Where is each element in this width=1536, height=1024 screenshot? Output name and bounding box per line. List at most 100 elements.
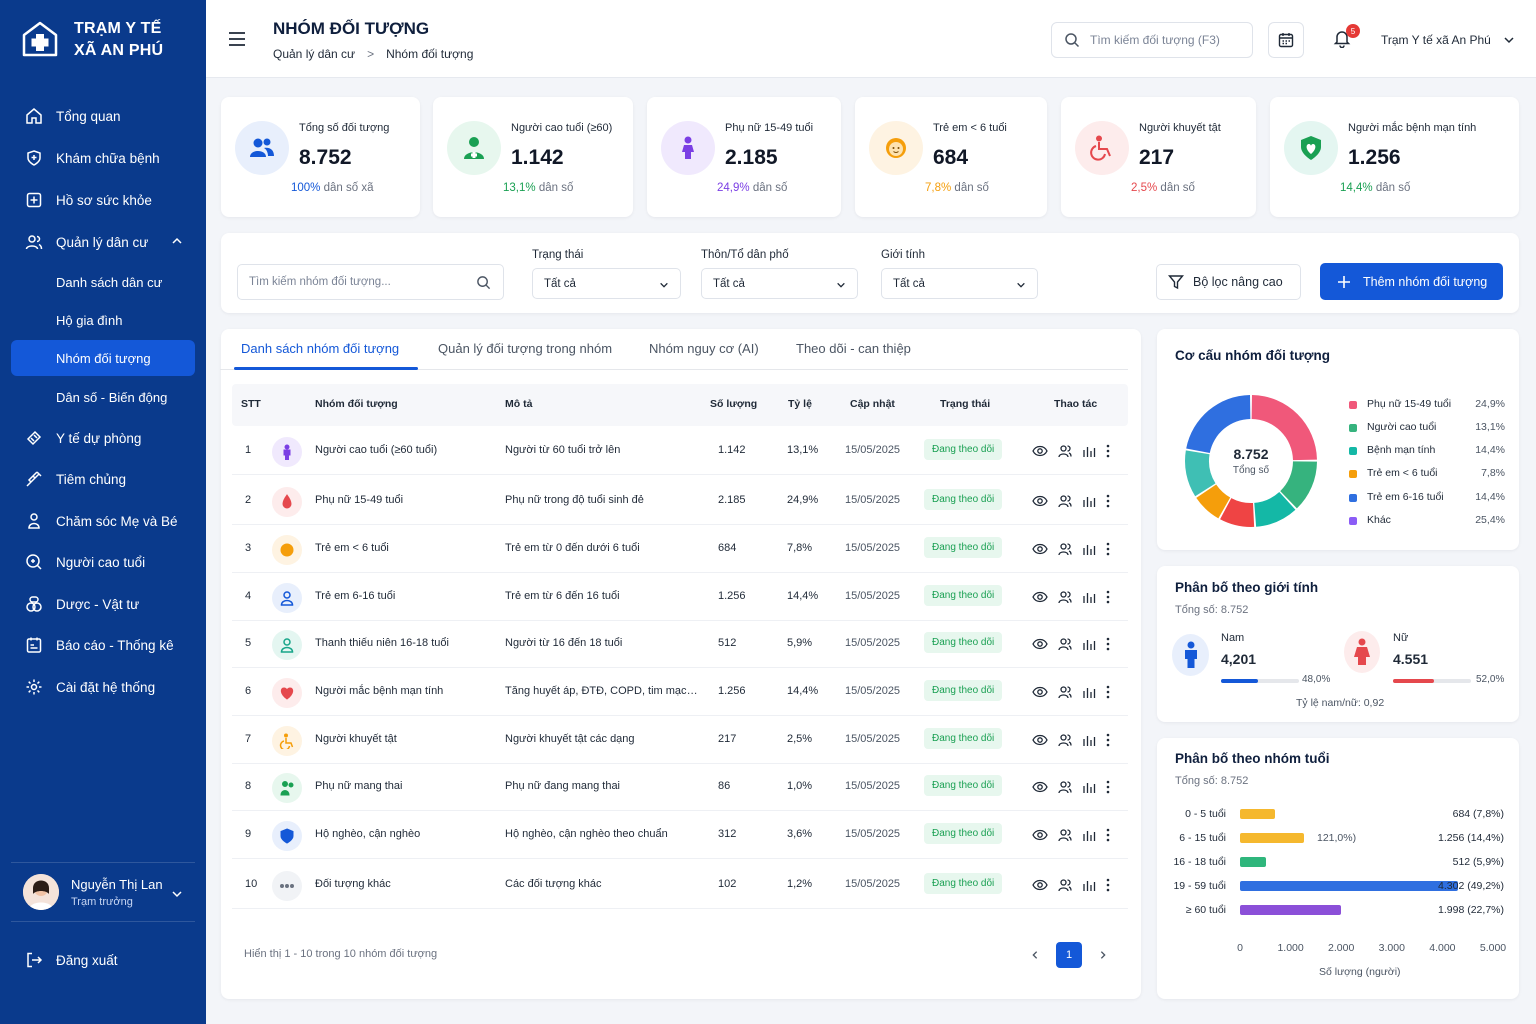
nav-item-health-record[interactable]: Hồ sơ sức khỏe	[11, 182, 195, 218]
table-row[interactable]: 7 Người khuyết tật Người khuyết tật các dạ…	[232, 716, 1128, 764]
more-vertical-icon[interactable]	[1106, 494, 1110, 508]
users-icon[interactable]	[1058, 733, 1072, 747]
more-vertical-icon[interactable]	[1106, 590, 1110, 604]
stat-card-children[interactable]: Trẻ em < 6 tuổi 684 7,8% dân số	[855, 97, 1047, 217]
eye-icon[interactable]	[1032, 878, 1048, 892]
bar-chart-icon[interactable]	[1082, 637, 1096, 651]
nav-item-vaccination[interactable]: Tiêm chủng	[11, 461, 195, 497]
bar-chart-icon[interactable]	[1082, 828, 1096, 842]
nav-item-reports[interactable]: Báo cáo - Thống kê	[11, 627, 195, 663]
bar-chart-icon[interactable]	[1082, 878, 1096, 892]
nav-item-mother-baby[interactable]: Chăm sóc Mẹ và Bé	[11, 503, 195, 539]
calendar-button[interactable]	[1268, 22, 1304, 58]
prev-page-button[interactable]	[1022, 942, 1048, 968]
tab-risk-groups-ai[interactable]: Nhóm nguy cơ (AI)	[649, 341, 759, 356]
more-vertical-icon[interactable]	[1106, 780, 1110, 794]
cell-rate: 1,2%	[787, 878, 813, 890]
eye-icon[interactable]	[1032, 494, 1048, 508]
nav-item-settings[interactable]: Cài đặt hệ thống	[11, 669, 195, 705]
active-tab-indicator	[234, 367, 418, 370]
area-filter-select[interactable]: Tất cả	[701, 268, 858, 299]
logout-button[interactable]: Đăng xuất	[11, 942, 195, 978]
bar-chart-icon[interactable]	[1082, 590, 1096, 604]
eye-icon[interactable]	[1032, 444, 1048, 458]
table-row[interactable]: 4 Trẻ em 6-16 tuổi Trẻ em từ 6 đến 16 tuổi…	[232, 573, 1128, 621]
users-icon[interactable]	[1058, 878, 1072, 892]
nav-item-examination[interactable]: Khám chữa bệnh	[11, 140, 195, 176]
tab-group-members[interactable]: Quản lý đối tượng trong nhóm	[438, 341, 613, 356]
eye-icon[interactable]	[1032, 828, 1048, 842]
cell-description: Trẻ em từ 6 đến 16 tuổi	[505, 590, 620, 602]
eye-icon[interactable]	[1032, 685, 1048, 699]
page-button-current[interactable]: 1	[1056, 942, 1082, 968]
eye-icon[interactable]	[1032, 542, 1048, 556]
nav-item-households[interactable]: Hộ gia đình	[11, 302, 195, 338]
nav-item-pharmacy[interactable]: Dược - Vật tư	[11, 586, 195, 622]
more-vertical-icon[interactable]	[1106, 542, 1110, 556]
users-icon[interactable]	[1058, 542, 1072, 556]
users-icon[interactable]	[1058, 780, 1072, 794]
users-icon[interactable]	[1058, 590, 1072, 604]
bar-chart-icon[interactable]	[1082, 444, 1096, 458]
table-row[interactable]: 9 Hộ nghèo, cận nghèo Hộ nghèo, cận nghèo …	[232, 811, 1128, 859]
table-row[interactable]: 8 Phụ nữ mang thai Phụ nữ đang mang thai 86…	[232, 763, 1128, 811]
more-vertical-icon[interactable]	[1106, 685, 1110, 699]
stat-card-elderly[interactable]: Người cao tuổi (≥60) 1.142 13,1% dân số	[433, 97, 633, 217]
nav-item-population-change[interactable]: Dân số - Biến động	[11, 379, 195, 415]
table-row[interactable]: 2 Phụ nữ 15-49 tuổi Phụ nữ trong độ tuổi s…	[232, 477, 1128, 525]
breadcrumb-item[interactable]: Quản lý dân cư	[273, 47, 356, 61]
menu-icon[interactable]	[228, 31, 246, 47]
users-icon[interactable]	[1058, 685, 1072, 699]
users-icon[interactable]	[1058, 828, 1072, 842]
global-search-input[interactable]: Tìm kiếm đối tượng (F3)	[1051, 22, 1253, 58]
bar-chart-icon[interactable]	[1082, 685, 1096, 699]
nav-item-elderly[interactable]: Người cao tuổi	[11, 544, 195, 580]
bar-chart-icon[interactable]	[1082, 542, 1096, 556]
group-search-input[interactable]: Tìm kiếm nhóm đối tượng...	[237, 264, 504, 300]
stat-card-chronic[interactable]: Người mắc bệnh mạn tính 1.256 14,4% dân …	[1270, 97, 1519, 217]
user-profile[interactable]: Nguyễn Thị Lan Trạm trưởng	[11, 862, 195, 922]
more-vertical-icon[interactable]	[1106, 878, 1110, 892]
advanced-filter-button[interactable]: Bộ lọc nâng cao	[1156, 264, 1301, 300]
users-icon[interactable]	[1058, 494, 1072, 508]
stat-card-disabled[interactable]: Người khuyết tật 217 2,5% dân số	[1061, 97, 1256, 217]
eye-icon[interactable]	[1032, 590, 1048, 604]
nav-item-overview[interactable]: Tổng quan	[11, 98, 195, 134]
bell-icon[interactable]	[1332, 28, 1352, 48]
stat-card-women[interactable]: Phụ nữ 15-49 tuổi 2.185 24,9% dân số	[647, 97, 841, 217]
tab-monitoring[interactable]: Theo dõi - can thiệp	[796, 341, 911, 356]
table-row[interactable]: 1 Người cao tuổi (≥60 tuổi) Người từ 60 tu…	[232, 427, 1128, 475]
status-badge: Đang theo dõi	[924, 489, 1003, 510]
table-row[interactable]: 5 Thanh thiếu niên 16-18 tuổi Người từ 16 …	[232, 620, 1128, 668]
table-row[interactable]: 3 Trẻ em < 6 tuổi Trẻ em từ 0 đến dưới 6 t…	[232, 525, 1128, 573]
eye-icon[interactable]	[1032, 733, 1048, 747]
age-x-tick: 1.000	[1277, 942, 1304, 954]
bar-chart-icon[interactable]	[1082, 780, 1096, 794]
users-icon[interactable]	[1058, 444, 1072, 458]
users-icon[interactable]	[1058, 637, 1072, 651]
bar-chart-icon[interactable]	[1082, 494, 1096, 508]
eye-icon[interactable]	[1032, 780, 1048, 794]
tab-group-list[interactable]: Danh sách nhóm đối tượng	[241, 341, 400, 356]
gender-filter-select[interactable]: Tất cả	[881, 268, 1038, 299]
next-page-button[interactable]	[1090, 942, 1116, 968]
nav-item-resident-list[interactable]: Danh sách dân cư	[11, 264, 195, 300]
more-vertical-icon[interactable]	[1106, 828, 1110, 842]
nav-item-resident-management[interactable]: Quản lý dân cư	[11, 224, 195, 260]
nav-item-prevention[interactable]: Y tế dự phòng	[11, 420, 195, 456]
status-filter-select[interactable]: Tất cả	[532, 268, 681, 299]
more-vertical-icon[interactable]	[1106, 444, 1110, 458]
legend-swatch	[1349, 447, 1357, 455]
user-name: Nguyễn Thị Lan	[71, 876, 163, 892]
add-group-button[interactable]: Thêm nhóm đối tượng	[1320, 263, 1503, 300]
nav-item-target-groups[interactable]: Nhóm đối tượng	[11, 340, 195, 376]
table-row[interactable]: 10 Đối tượng khác Các đối tượng khác 102 1,2…	[232, 861, 1128, 909]
brand[interactable]: TRẠM Y TẾ XÃ AN PHÚ	[20, 18, 163, 62]
account-menu[interactable]: Trạm Y tế xã An Phú	[1381, 33, 1515, 47]
more-vertical-icon[interactable]	[1106, 637, 1110, 651]
more-vertical-icon[interactable]	[1106, 733, 1110, 747]
eye-icon[interactable]	[1032, 637, 1048, 651]
bar-chart-icon[interactable]	[1082, 733, 1096, 747]
stat-card-total[interactable]: Tổng số đối tượng 8.752 100% dân số xã	[221, 97, 420, 217]
table-row[interactable]: 6 Người mắc bệnh mạn tính Tăng huyết áp, Đ…	[232, 668, 1128, 716]
